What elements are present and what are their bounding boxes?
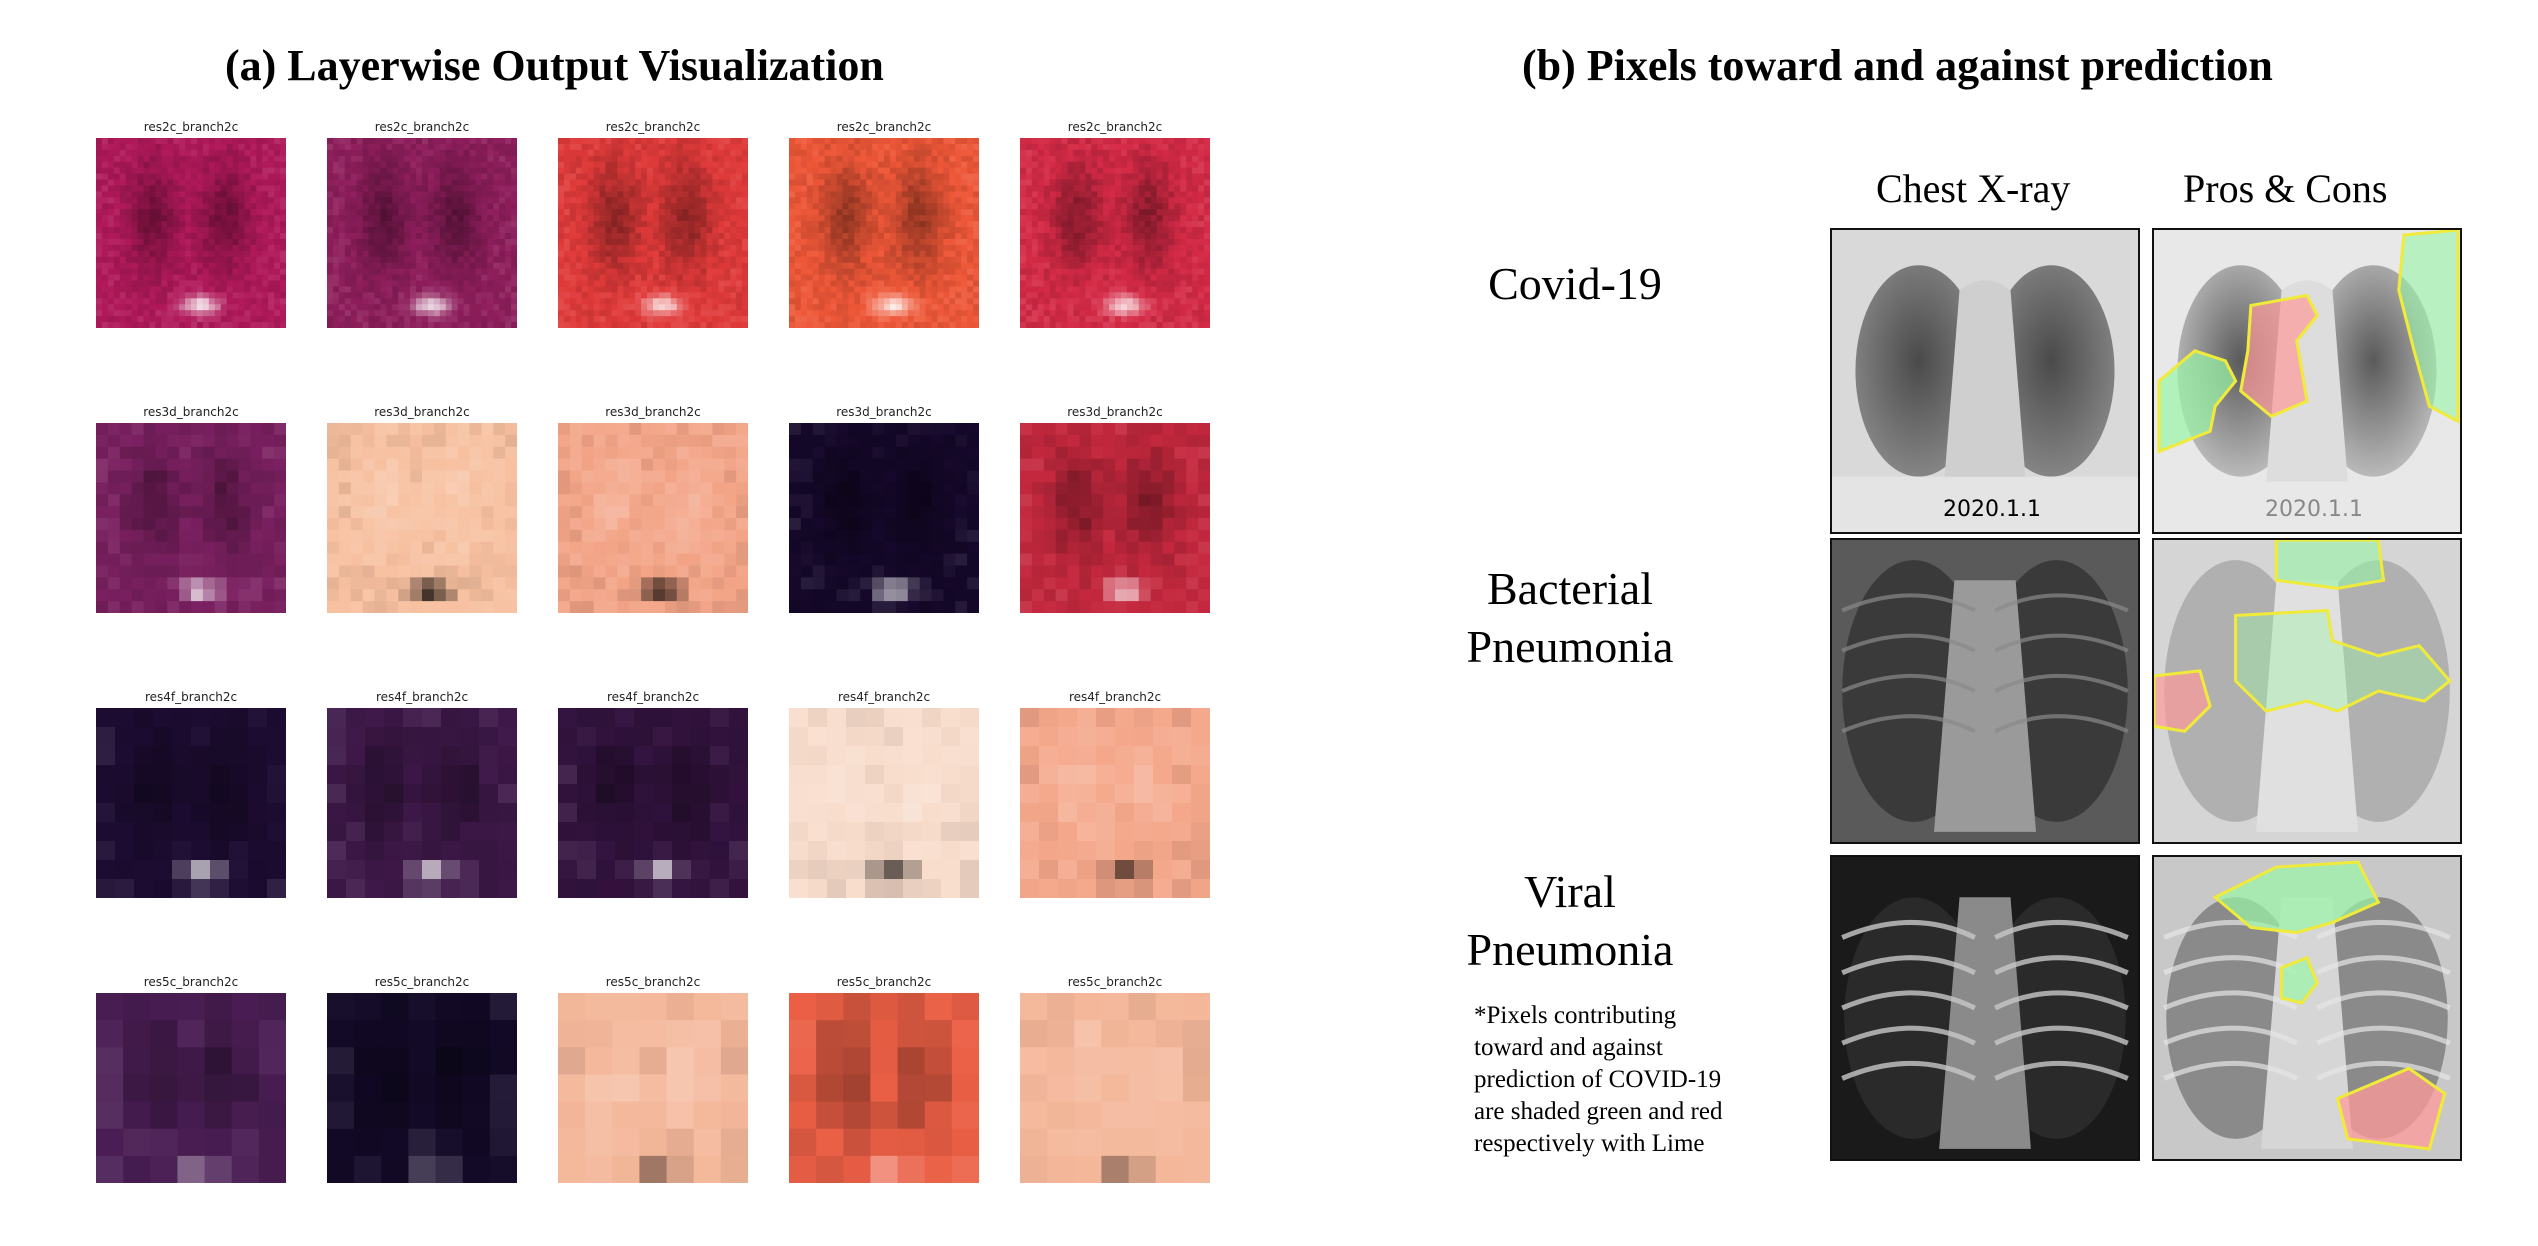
panel-b-title: (b) Pixels toward and against prediction: [1522, 41, 2273, 90]
row-label-line: Covid-19: [1488, 258, 1662, 309]
feature-map-tile: res2c_branch2c: [789, 120, 979, 328]
feature-map-label: res5c_branch2c: [605, 975, 701, 989]
lime-bacterial: [2152, 538, 2462, 844]
feature-map-label: res3d_branch2c: [143, 405, 239, 419]
lime-overlay-image: [2154, 540, 2460, 842]
feature-map-tile: res5c_branch2c: [558, 975, 748, 1183]
feature-map-tile: res2c_branch2c: [327, 120, 517, 328]
feature-map-image: [1020, 708, 1210, 898]
lime-overlay-image: [2154, 230, 2460, 532]
feature-map-tile: res3d_branch2c: [1020, 405, 1210, 613]
feature-map-tile: res4f_branch2c: [1020, 690, 1210, 898]
note-line: respectively with Lime: [1474, 1130, 1705, 1157]
feature-map-tile: res3d_branch2c: [789, 405, 979, 613]
feature-map-tile: res5c_branch2c: [1020, 975, 1210, 1183]
lime-covid: [2152, 228, 2462, 534]
feature-map-image: [558, 993, 748, 1183]
date-stamp-faded: 2020.1.1: [2265, 497, 2363, 522]
feature-map-tile: res2c_branch2c: [558, 120, 748, 328]
feature-map-label: res4f_branch2c: [1068, 690, 1162, 704]
feature-map-label: res3d_branch2c: [1067, 405, 1163, 419]
note-line: toward and against: [1474, 1034, 1663, 1061]
note-line: prediction of COVID-19: [1474, 1066, 1722, 1093]
row-label-line: Bacterial: [1486, 563, 1653, 614]
feature-map-label: res4f_branch2c: [606, 690, 700, 704]
xray-viral: [1830, 855, 2140, 1161]
feature-map-image: [558, 423, 748, 613]
feature-map-tile: res3d_branch2c: [558, 405, 748, 613]
row-label-line: Pneumonia: [1466, 621, 1674, 672]
feature-map-label: res4f_branch2c: [375, 690, 469, 704]
feature-map-label: res2c_branch2c: [1067, 120, 1163, 134]
feature-map-image: [96, 708, 286, 898]
feature-map-image: [1020, 423, 1210, 613]
note-line: *Pixels contributing: [1474, 1002, 1677, 1029]
feature-map-image: [327, 708, 517, 898]
feature-map-tile: res2c_branch2c: [1020, 120, 1210, 328]
panel-a-title: (a) Layerwise Output Visualization: [225, 41, 884, 90]
feature-map-image: [558, 138, 748, 328]
feature-map-image: [96, 423, 286, 613]
feature-map-label: res3d_branch2c: [605, 405, 701, 419]
feature-map-image: [789, 993, 979, 1183]
feature-map-tile: res5c_branch2c: [327, 975, 517, 1183]
feature-map-image: [789, 138, 979, 328]
feature-map-label: res5c_branch2c: [1067, 975, 1163, 989]
xray-image: [1832, 857, 2138, 1159]
feature-map-tile: res2c_branch2c: [96, 120, 286, 328]
row-label-viral: Viral Pneumonia: [1450, 863, 1690, 979]
note-line: are shaded green and red: [1474, 1098, 1723, 1125]
feature-map-label: res5c_branch2c: [143, 975, 239, 989]
feature-map-image: [96, 138, 286, 328]
feature-map-tile: res3d_branch2c: [96, 405, 286, 613]
feature-map-label: res2c_branch2c: [605, 120, 701, 134]
feature-map-label: res5c_branch2c: [374, 975, 470, 989]
lime-note: *Pixels contributing toward and against …: [1474, 1000, 1774, 1160]
feature-map-image: [1020, 138, 1210, 328]
date-stamp: 2020.1.1: [1943, 497, 2041, 522]
lime-viral: [2152, 855, 2462, 1161]
feature-map-tile: res4f_branch2c: [327, 690, 517, 898]
feature-map-tile: res4f_branch2c: [789, 690, 979, 898]
feature-map-image: [558, 708, 748, 898]
xray-image: [1832, 540, 2138, 842]
row-label-line: Pneumonia: [1466, 924, 1674, 975]
column-header-chest-xray: Chest X-ray: [1876, 166, 2071, 211]
xray-bacterial: [1830, 538, 2140, 844]
feature-map-image: [1020, 993, 1210, 1183]
feature-map-tile: res4f_branch2c: [558, 690, 748, 898]
feature-map-label: res2c_branch2c: [374, 120, 470, 134]
feature-map-tile: res5c_branch2c: [96, 975, 286, 1183]
feature-map-image: [96, 993, 286, 1183]
feature-map-image: [327, 423, 517, 613]
feature-map-label: res2c_branch2c: [836, 120, 932, 134]
xray-image: [1832, 230, 2138, 532]
lime-overlay-image: [2154, 857, 2460, 1159]
xray-covid: [1830, 228, 2140, 534]
feature-map-image: [327, 138, 517, 328]
feature-map-label: res4f_branch2c: [144, 690, 238, 704]
feature-map-label: res4f_branch2c: [837, 690, 931, 704]
row-label-bacterial: Bacterial Pneumonia: [1450, 560, 1690, 676]
feature-map-tile: res3d_branch2c: [327, 405, 517, 613]
feature-map-image: [789, 423, 979, 613]
feature-map-label: res5c_branch2c: [836, 975, 932, 989]
feature-map-image: [789, 708, 979, 898]
feature-map-tile: res5c_branch2c: [789, 975, 979, 1183]
row-label-line: Viral: [1524, 866, 1616, 917]
feature-map-label: res3d_branch2c: [374, 405, 470, 419]
column-header-pros-cons: Pros & Cons: [2183, 166, 2388, 211]
row-label-covid: Covid-19: [1470, 255, 1680, 313]
feature-map-label: res3d_branch2c: [836, 405, 932, 419]
feature-map-label: res2c_branch2c: [143, 120, 239, 134]
feature-map-tile: res4f_branch2c: [96, 690, 286, 898]
feature-map-image: [327, 993, 517, 1183]
